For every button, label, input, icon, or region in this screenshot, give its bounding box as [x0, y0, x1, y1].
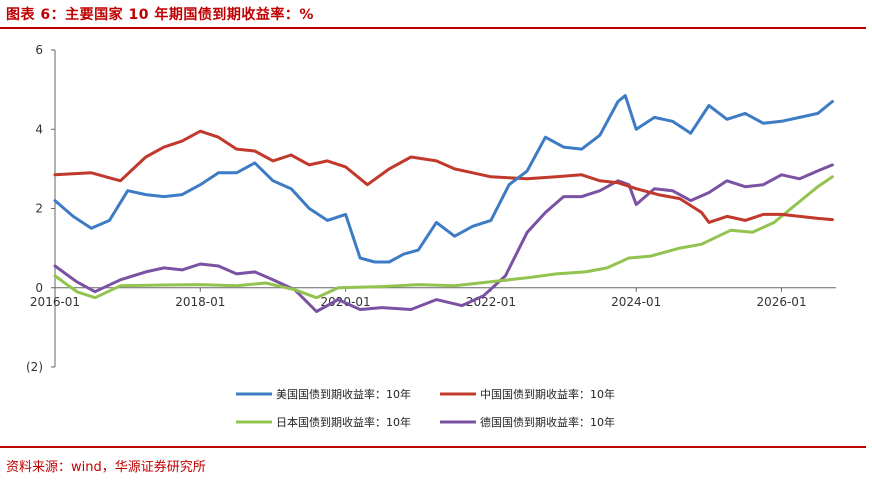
legend-label: 日本国债到期收益率：10年 [276, 415, 411, 429]
x-tick-label: 2024-01 [611, 295, 661, 309]
source-divider [0, 446, 866, 448]
chart-series [53, 94, 834, 313]
y-tick-label: 2 [35, 202, 43, 216]
legend-label: 德国国债到期收益率：10年 [480, 415, 615, 429]
y-tick-label: (2) [26, 360, 43, 374]
x-tick-label: 2026-01 [756, 295, 806, 309]
series-line [53, 94, 834, 264]
y-tick-label: 6 [35, 43, 43, 57]
x-tick-label: 2016-01 [30, 295, 80, 309]
y-tick-label: 0 [35, 281, 43, 295]
series-line [53, 163, 834, 313]
title-divider [0, 27, 866, 29]
legend-label: 美国国债到期收益率：10年 [276, 387, 411, 401]
source-note: 资料来源：wind，华源证券研究所 [6, 460, 206, 475]
series-line [53, 175, 834, 300]
y-tick-label: 4 [35, 122, 43, 136]
chart-title: 图表 6：主要国家 10 年期国债到期收益率：% [6, 7, 314, 23]
legend-label: 中国国债到期收益率：10年 [480, 387, 615, 401]
x-tick-label: 2018-01 [175, 295, 225, 309]
series-line [53, 129, 834, 224]
